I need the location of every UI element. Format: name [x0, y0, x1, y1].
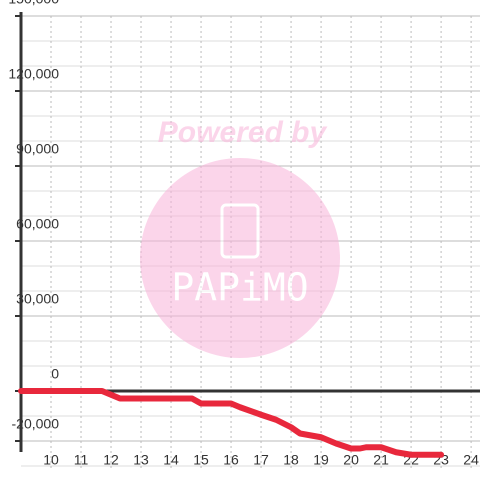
x-tick-label: 21: [373, 452, 389, 468]
x-tick-label: 11: [74, 452, 89, 468]
x-tick-label: 12: [103, 452, 119, 468]
watermark-logo: PAPiMO: [171, 266, 308, 310]
x-tick-label: 24: [463, 452, 479, 468]
data-line: [18, 388, 445, 458]
watermark: Powered by PAPiMO: [140, 116, 340, 358]
x-tick-label: 16: [223, 452, 239, 468]
x-tick-label: 20: [343, 452, 359, 468]
x-tick-label: 19: [313, 452, 329, 468]
x-tick-label: 15: [193, 452, 209, 468]
y-tick-label: 90,000: [16, 141, 59, 157]
x-tick-label: 10: [43, 452, 59, 468]
y-tick-label: 120,000: [8, 66, 59, 82]
watermark-phone: [220, 203, 260, 259]
x-tick-label: 14: [163, 452, 179, 468]
watermark-caption: Powered by: [158, 116, 328, 149]
y-tick-label: 60,000: [16, 216, 59, 232]
y-tick-label: 0: [51, 366, 59, 382]
y-tick-label: -20,000: [12, 416, 60, 432]
y-tick-label: 30,000: [16, 291, 59, 307]
x-tick-label: 13: [133, 452, 149, 468]
x-tick-label: 18: [283, 452, 299, 468]
y-tick-label: 150,000: [8, 0, 59, 7]
x-tick-label: 17: [253, 452, 269, 468]
